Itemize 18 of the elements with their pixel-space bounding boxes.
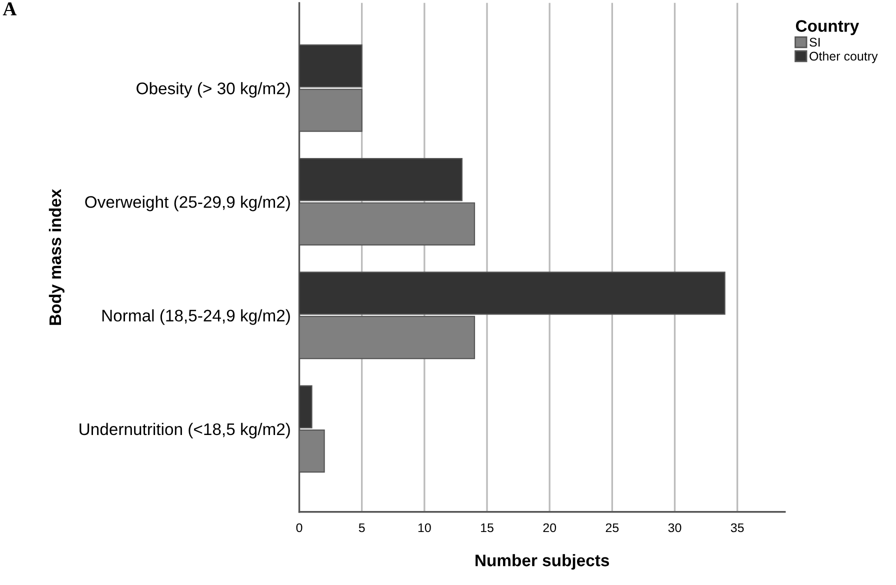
text: A	[2, 2, 17, 16]
legend-label: SI	[810, 38, 820, 47]
x-tick-label: 0	[296, 523, 302, 532]
y-tick-label: Undernutrition (<18,5 kg/m2)	[80, 422, 290, 438]
x-tick-label: 10	[418, 523, 431, 532]
x-axis-title: Number subjects	[476, 554, 610, 570]
x-tick-label: 15	[481, 523, 494, 532]
y-tick-label: Overweight (25-29,9 kg/m2)	[85, 196, 290, 212]
y-axis-title: Body mass index	[48, 188, 64, 325]
x-tick-label: 20	[543, 523, 556, 532]
x-tick-label: 35	[730, 523, 744, 532]
legend-label: Other coutry	[810, 51, 878, 64]
x-tick-label: 25	[606, 523, 619, 532]
legend-title: Country	[796, 20, 860, 36]
x-tick-label: 5	[358, 523, 365, 532]
x-tick-label: 30	[668, 523, 682, 532]
y-tick-label: Normal (18,5-24,9 kg/m2)	[102, 309, 290, 325]
y-tick-label: Obesity (> 30 kg/m2)	[136, 82, 290, 98]
